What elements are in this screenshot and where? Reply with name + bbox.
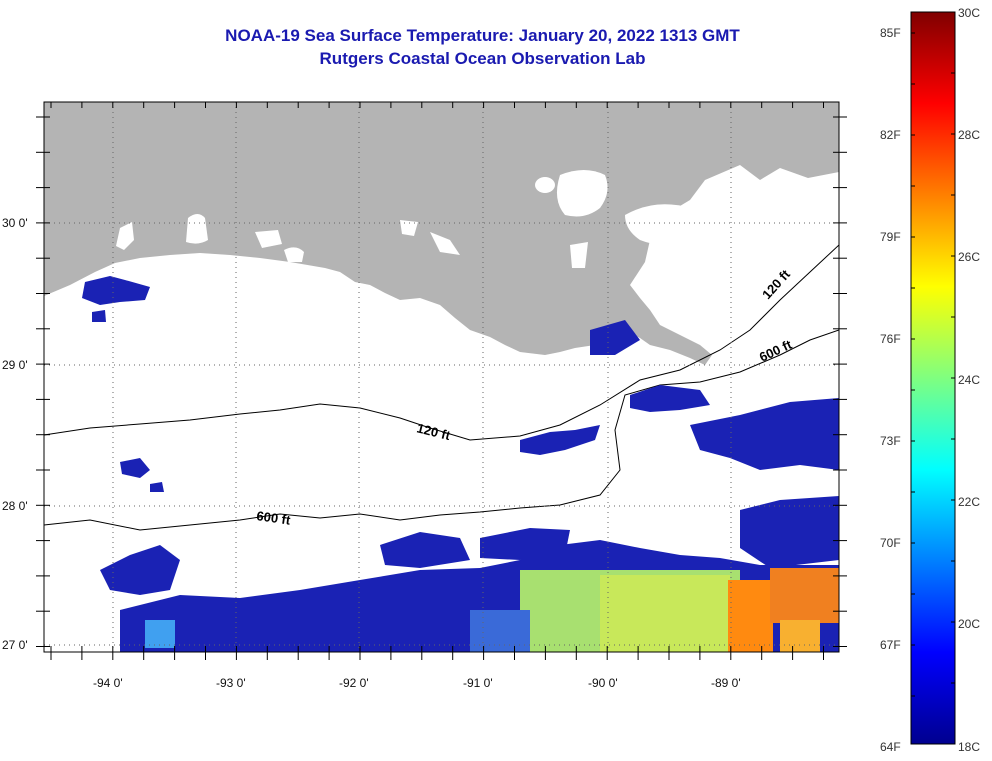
colorbar-f-label: 82F bbox=[880, 128, 901, 142]
colorbar-c-label: 18C bbox=[958, 740, 981, 754]
lat-label: 30 0' bbox=[2, 216, 28, 230]
map-frame bbox=[43, 101, 840, 653]
lon-label: -90 0' bbox=[588, 676, 618, 690]
colorbar-c-label: 22C bbox=[958, 495, 981, 509]
colorbar-c-label: 30C bbox=[958, 6, 981, 20]
map-title: NOAA-19 Sea Surface Temperature: January… bbox=[225, 26, 740, 45]
colorbar-f-label: 76F bbox=[880, 332, 901, 346]
colorbar-f-label: 73F bbox=[880, 434, 901, 448]
lon-label: -94 0' bbox=[93, 676, 123, 690]
colorbar-f-label: 85F bbox=[880, 26, 901, 40]
lon-label: -93 0' bbox=[216, 676, 246, 690]
lake-7 bbox=[116, 222, 134, 250]
colorbar-f-label: 70F bbox=[880, 536, 901, 550]
lake-10 bbox=[430, 232, 460, 255]
map-ticks bbox=[36, 102, 847, 660]
map-subtitle: Rutgers Coastal Ocean Observation Lab bbox=[319, 49, 646, 68]
colorbar-c-label: 24C bbox=[958, 373, 981, 387]
lake-5 bbox=[255, 230, 282, 248]
land-louisiana bbox=[44, 102, 839, 365]
lon-label: -89 0' bbox=[711, 676, 741, 690]
sst-warm-patches bbox=[145, 568, 839, 652]
colorbar bbox=[910, 11, 956, 745]
lat-label: 28 0' bbox=[2, 499, 28, 513]
colorbar-c-label: 28C bbox=[958, 128, 981, 142]
lake-3 bbox=[625, 204, 698, 245]
lake-6 bbox=[284, 247, 304, 262]
lake-2 bbox=[535, 177, 555, 193]
contour-600ft bbox=[44, 329, 839, 531]
colorbar-f-label: 64F bbox=[880, 740, 901, 754]
lake-9 bbox=[570, 242, 588, 268]
lat-label: 29 0' bbox=[2, 358, 28, 372]
lon-label: -92 0' bbox=[339, 676, 369, 690]
colorbar-c-label: 20C bbox=[958, 617, 981, 631]
contour-120ft bbox=[44, 244, 839, 441]
colorbar-f-label: 67F bbox=[880, 638, 901, 652]
graticule bbox=[44, 102, 839, 652]
lake-1 bbox=[556, 170, 608, 217]
lon-label: -91 0' bbox=[463, 676, 493, 690]
colorbar-ticks bbox=[911, 11, 955, 745]
colorbar-c-label: 26C bbox=[958, 250, 981, 264]
colorbar-f-label: 79F bbox=[880, 230, 901, 244]
contour-label: 600 ft bbox=[256, 508, 292, 528]
lake-4 bbox=[186, 214, 208, 244]
lake-8 bbox=[400, 220, 418, 236]
lat-label: 27 0' bbox=[2, 638, 28, 652]
